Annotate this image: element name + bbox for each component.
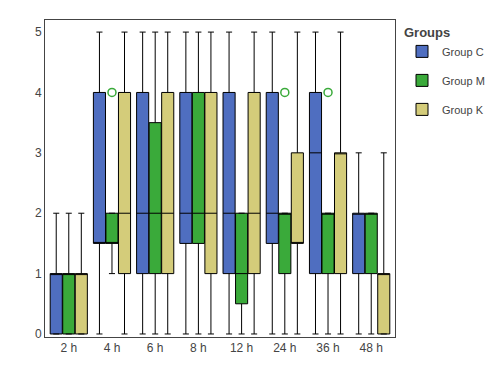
svg-text:4: 4	[35, 86, 42, 100]
svg-text:8 h: 8 h	[190, 341, 207, 355]
svg-text:36 h: 36 h	[316, 341, 339, 355]
svg-text:5: 5	[35, 25, 42, 39]
svg-text:Groups: Groups	[404, 25, 450, 40]
svg-text:Group M: Group M	[442, 75, 485, 87]
svg-text:4 h: 4 h	[104, 341, 121, 355]
svg-text:24 h: 24 h	[273, 341, 296, 355]
svg-text:3: 3	[35, 146, 42, 160]
svg-text:6 h: 6 h	[147, 341, 164, 355]
svg-text:48 h: 48 h	[360, 341, 383, 355]
svg-text:0: 0	[35, 327, 42, 341]
svg-text:2: 2	[35, 206, 42, 220]
svg-text:12 h: 12 h	[230, 341, 253, 355]
svg-text:Group K: Group K	[442, 104, 484, 116]
svg-text:2 h: 2 h	[60, 341, 77, 355]
svg-text:Group C: Group C	[442, 46, 484, 58]
svg-text:1: 1	[35, 267, 42, 281]
